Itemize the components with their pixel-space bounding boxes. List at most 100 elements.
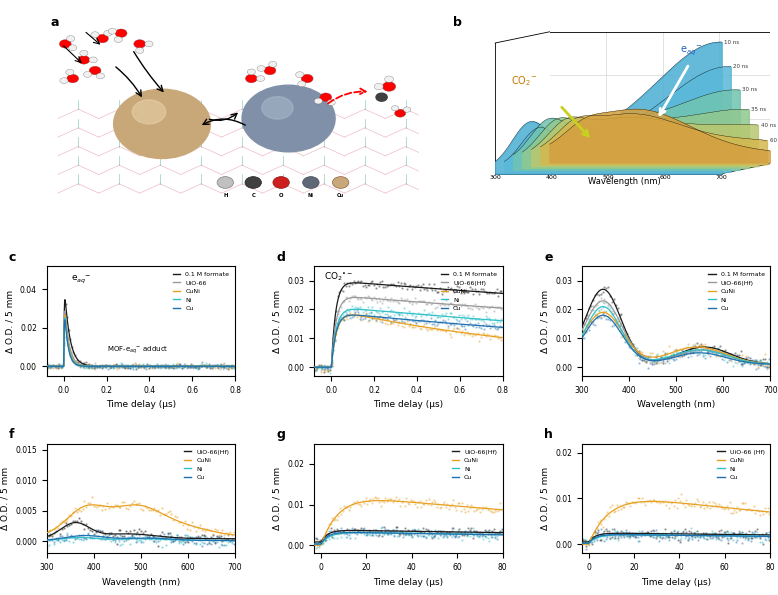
- Point: [379, 313, 391, 322]
- Point: [58, 337, 70, 346]
- Point: [584, 318, 596, 328]
- Point: [310, 543, 322, 553]
- Point: [385, 293, 398, 303]
- Point: [755, 530, 768, 539]
- Point: [731, 353, 743, 363]
- Point: [601, 531, 614, 540]
- Point: [58, 332, 70, 342]
- Point: [169, 533, 181, 543]
- Point: [368, 312, 380, 322]
- Point: [634, 347, 647, 357]
- Point: [320, 535, 332, 544]
- Point: [677, 499, 689, 509]
- Point: [589, 290, 601, 300]
- Point: [421, 317, 433, 326]
- Point: [325, 356, 338, 365]
- Point: [622, 531, 635, 541]
- Point: [45, 361, 58, 371]
- Point: [638, 356, 650, 366]
- Point: [336, 287, 349, 296]
- Point: [114, 361, 127, 370]
- Point: [473, 533, 485, 542]
- Point: [408, 525, 420, 534]
- Point: [468, 284, 481, 294]
- Point: [696, 528, 709, 537]
- Point: [742, 356, 755, 366]
- Point: [360, 310, 373, 320]
- Point: [82, 363, 94, 372]
- Point: [589, 527, 601, 536]
- Point: [173, 359, 185, 369]
- Point: [640, 356, 652, 365]
- Point: [405, 310, 418, 320]
- Point: [640, 527, 653, 536]
- Point: [142, 531, 155, 540]
- Point: [321, 361, 333, 371]
- Point: [587, 536, 600, 546]
- Point: [623, 342, 636, 352]
- Point: [216, 362, 229, 372]
- Point: [154, 530, 166, 540]
- Point: [713, 349, 726, 358]
- Point: [435, 502, 447, 512]
- Point: [125, 530, 138, 540]
- Point: [605, 534, 617, 544]
- Point: [719, 345, 731, 355]
- Point: [666, 530, 678, 539]
- Point: [713, 347, 726, 357]
- Point: [717, 504, 730, 513]
- Point: [638, 351, 650, 361]
- Point: [40, 361, 53, 371]
- Point: [205, 540, 217, 549]
- Point: [128, 362, 141, 371]
- Point: [95, 506, 107, 515]
- Point: [704, 531, 717, 540]
- Point: [664, 498, 677, 508]
- Point: [407, 297, 419, 306]
- Point: [748, 358, 760, 368]
- Point: [615, 333, 628, 342]
- Point: [474, 530, 486, 540]
- Point: [661, 355, 673, 364]
- Point: [103, 534, 115, 544]
- Point: [448, 300, 461, 310]
- Point: [356, 277, 368, 286]
- Point: [114, 361, 127, 371]
- Point: [47, 363, 59, 372]
- Point: [757, 355, 769, 364]
- Point: [198, 361, 210, 370]
- Point: [376, 308, 388, 317]
- Point: [589, 527, 601, 537]
- Point: [668, 356, 681, 365]
- Point: [653, 354, 665, 364]
- Point: [627, 497, 640, 507]
- Point: [70, 360, 82, 369]
- Circle shape: [132, 100, 166, 124]
- Point: [379, 282, 391, 292]
- Point: [58, 518, 70, 527]
- Point: [608, 533, 620, 543]
- Point: [666, 528, 678, 537]
- Y-axis label: Δ O.D. / 5 mm: Δ O.D. / 5 mm: [273, 467, 282, 530]
- Point: [674, 345, 686, 354]
- Point: [422, 529, 435, 538]
- Point: [494, 527, 506, 536]
- Point: [344, 314, 356, 323]
- Point: [179, 361, 191, 371]
- Point: [185, 362, 198, 372]
- Point: [117, 362, 130, 372]
- Point: [408, 525, 420, 534]
- Point: [65, 519, 78, 529]
- Point: [591, 311, 603, 320]
- Point: [205, 363, 218, 372]
- Point: [321, 529, 334, 538]
- Point: [691, 346, 703, 356]
- Point: [417, 531, 429, 541]
- Point: [429, 530, 441, 540]
- Point: [725, 508, 738, 518]
- Point: [95, 526, 107, 536]
- Point: [668, 352, 681, 362]
- Point: [207, 361, 219, 371]
- Point: [341, 293, 353, 303]
- Point: [73, 359, 86, 368]
